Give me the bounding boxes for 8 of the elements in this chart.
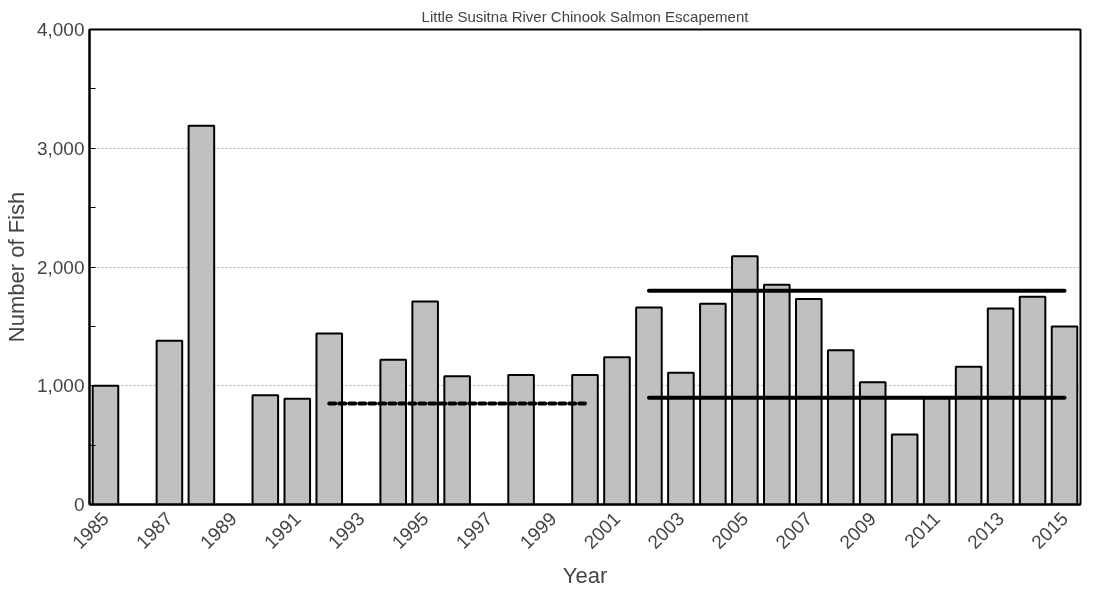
chart-title: Little Susitna River Chinook Salmon Escapement (421, 7, 750, 25)
y-axis-title: Number of Fish (3, 191, 29, 343)
y-tick-label: 1,000 (36, 375, 85, 397)
y-tick-label: 2,000 (36, 256, 85, 278)
y-tick-label: 4,000 (36, 19, 85, 40)
x-axis-title: Year (562, 562, 608, 588)
y-tick-label: 3,000 (36, 137, 85, 159)
y-tick-label: 0 (73, 494, 85, 515)
